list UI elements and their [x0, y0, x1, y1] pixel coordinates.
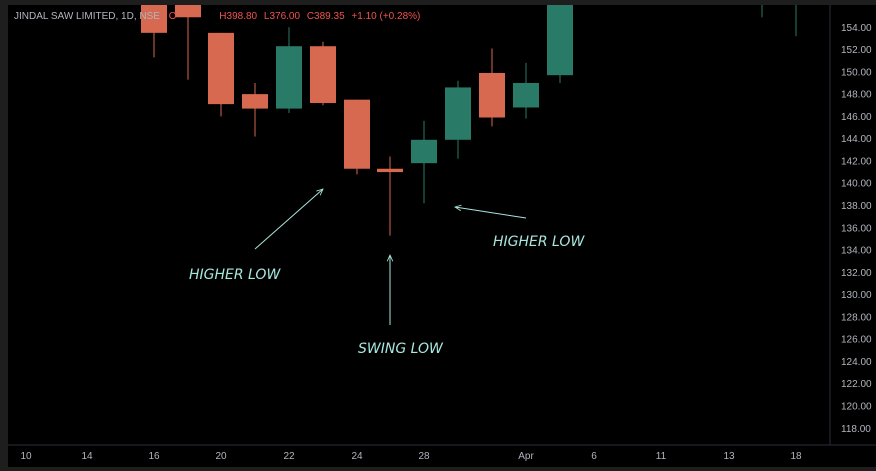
candle[interactable]: [276, 27, 302, 114]
candle[interactable]: [242, 82, 268, 137]
time-tick-label: 6: [591, 451, 597, 462]
higher-low-right-arrow: [455, 207, 527, 219]
price-tick-label: 120.00: [841, 402, 872, 413]
candle[interactable]: [479, 48, 505, 127]
price-tick-label: 142.00: [841, 156, 872, 167]
candle[interactable]: [377, 156, 403, 236]
candle[interactable]: [411, 120, 437, 204]
price-tick-label: 140.00: [841, 179, 872, 190]
candle[interactable]: [445, 80, 471, 159]
time-tick-label: 24: [351, 451, 363, 462]
candle[interactable]: [513, 62, 539, 119]
candle-body: [344, 99, 370, 169]
price-tick-label: 154.00: [841, 23, 872, 34]
time-tick-label: 20: [215, 451, 227, 462]
candle[interactable]: [344, 99, 370, 175]
candle-body: [377, 168, 403, 173]
time-tick-label: 11: [656, 451, 667, 462]
candle-body: [479, 72, 505, 118]
candle-body: [175, 5, 201, 18]
time-tick-label: 22: [283, 451, 295, 462]
candle-body: [242, 94, 268, 109]
price-tick-label: 128.00: [841, 312, 872, 323]
annotations: HIGHER LOW SWING LOW HIGHER LOW: [189, 189, 585, 357]
time-tick-label: 13: [723, 451, 735, 462]
time-tick-label: 14: [81, 451, 93, 462]
legend-low: L376.00: [264, 11, 301, 22]
candle[interactable]: [783, 0, 809, 37]
candle-body: [411, 139, 437, 164]
plot-area[interactable]: [8, 5, 830, 445]
candle-body: [445, 87, 471, 140]
time-tick-label: 16: [148, 451, 160, 462]
candle-body: [310, 46, 336, 104]
price-tick-label: 138.00: [841, 201, 872, 212]
price-axis-area[interactable]: [830, 5, 876, 445]
candle-body: [513, 82, 539, 108]
candle[interactable]: [310, 41, 336, 106]
candle[interactable]: [141, 0, 167, 58]
price-tick-label: 124.00: [841, 357, 872, 368]
candle[interactable]: [749, 0, 775, 18]
time-tick-label: 18: [790, 451, 802, 462]
time-tick-label: 10: [20, 451, 32, 462]
price-axis: 118.00 120.00 122.00 124.00 126.00 128.00 130.…: [841, 23, 872, 435]
price-tick-label: 152.00: [841, 45, 872, 56]
candle-body: [547, 5, 573, 76]
price-tick-label: 134.00: [841, 246, 872, 257]
candle-body: [208, 32, 234, 105]
higher-low-left-label: HIGHER LOW: [189, 267, 281, 283]
price-tick-label: 130.00: [841, 290, 872, 301]
candle[interactable]: [208, 32, 234, 117]
price-tick-label: 144.00: [841, 134, 872, 145]
price-tick-label: 150.00: [841, 67, 872, 78]
time-tick-label: Apr: [518, 451, 534, 462]
price-tick-label: 122.00: [841, 379, 872, 390]
price-tick-label: 148.00: [841, 90, 872, 101]
time-tick-label: 28: [418, 451, 430, 462]
legend-high: H398.80: [219, 11, 257, 22]
time-axis: 10 14 16 20 22 24 28 Apr 6 11 13 18: [20, 451, 802, 462]
legend-symbol: JINDAL SAW LIMITED, 1D, NSE: [14, 11, 160, 22]
legend: JINDAL SAW LIMITED, 1D, NSE O H398.80 L3…: [14, 11, 420, 22]
candle[interactable]: [175, 0, 201, 80]
time-axis-area[interactable]: [8, 445, 876, 467]
price-tick-label: 136.00: [841, 223, 872, 234]
price-tick-label: 126.00: [841, 335, 872, 346]
swing-low-label: SWING LOW: [358, 341, 444, 357]
price-tick-label: 118.00: [841, 424, 871, 435]
price-tick-label: 132.00: [841, 268, 872, 279]
candles-group: [141, 0, 809, 236]
legend-close: C389.35: [307, 11, 345, 22]
higher-low-right-label: HIGHER LOW: [493, 234, 585, 250]
legend-change: +1.10 (+0.28%): [351, 11, 420, 22]
candle-body: [276, 46, 302, 109]
candle[interactable]: [547, 0, 573, 83]
legend-open: O: [169, 11, 177, 22]
price-tick-label: 146.00: [841, 112, 872, 123]
higher-low-left-arrow: [254, 189, 323, 250]
candle-body: [141, 5, 167, 33]
svg-text:JINDAL SAW LIMITED, 1D, NSE: JINDAL SAW LIMITED, 1D, NSE O H398.80 L3…: [14, 11, 420, 22]
